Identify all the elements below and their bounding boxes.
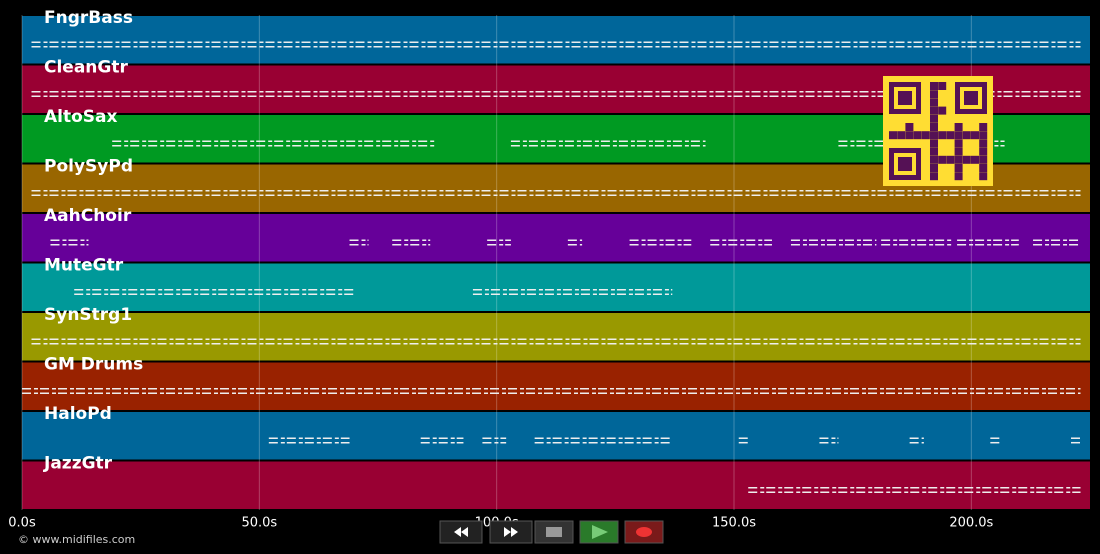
qr-module [971, 155, 979, 164]
qr-module [930, 172, 938, 181]
qr-module [979, 147, 988, 156]
track-name: MuteGtr [44, 256, 124, 276]
qr-module [930, 123, 938, 131]
qr-module [938, 155, 947, 164]
qr-module [930, 106, 938, 115]
qr-module [930, 164, 938, 172]
qr-module [938, 131, 947, 140]
track-name: GM Drums [44, 355, 143, 375]
qr-module [954, 164, 963, 172]
track-name: HaloPd [44, 404, 112, 424]
qr-module [930, 147, 938, 156]
qr-module [921, 131, 930, 140]
qr-module [954, 172, 963, 181]
track-name: PolySyPd [44, 157, 133, 177]
track-row [22, 362, 1090, 410]
transport-button[interactable] [439, 520, 483, 544]
qr-module [930, 82, 938, 90]
qr-module [954, 155, 963, 164]
x-tick-label: 50.0s [241, 516, 277, 531]
qr-module [930, 114, 938, 123]
qr-module [938, 106, 947, 115]
qr-module [946, 155, 955, 164]
qr-module [913, 131, 922, 140]
record-icon [636, 527, 652, 537]
transport-button[interactable] [579, 520, 619, 544]
qr-module [889, 131, 897, 140]
x-tick-label: 200.0s [949, 516, 993, 531]
track-row [22, 16, 1090, 64]
qr-module [930, 139, 938, 148]
play-icon [592, 525, 608, 539]
track-row [22, 461, 1090, 509]
qr-module [979, 123, 988, 131]
qr-module [905, 131, 914, 140]
track-name: AahChoir [44, 206, 132, 226]
qr-module [979, 139, 988, 148]
track-row [22, 214, 1090, 262]
qr-module [897, 131, 906, 140]
stop-icon [546, 527, 562, 537]
track-row [22, 263, 1090, 311]
qr-module [971, 131, 979, 140]
transport-button[interactable] [534, 520, 574, 544]
qr-module [905, 123, 914, 131]
qr-module [979, 155, 988, 164]
qr-module [979, 164, 988, 172]
track-name: SynStrg1 [44, 305, 132, 325]
x-tick-label: 0.0s [8, 516, 36, 531]
qr-finder [964, 91, 978, 105]
rewind-icon [454, 527, 468, 537]
track-row [22, 412, 1090, 460]
qr-module [954, 131, 963, 140]
track-row [22, 313, 1090, 361]
qr-module [962, 131, 971, 140]
qr-finder [898, 157, 912, 171]
qr-module [954, 147, 963, 156]
qr-module [930, 155, 938, 164]
track-name: JazzGtr [43, 454, 113, 474]
qr-module [954, 139, 963, 148]
qr-module [930, 90, 938, 99]
qr-module [979, 131, 988, 140]
qr-module [954, 123, 963, 131]
footer: © www.midifiles.com [18, 533, 135, 546]
qr-module [946, 131, 955, 140]
qr-module [979, 172, 988, 181]
qr-module [930, 98, 938, 107]
track-name: CleanGtr [44, 58, 128, 78]
qr-module [962, 155, 971, 164]
transport-button[interactable] [624, 520, 664, 544]
qr-module [930, 131, 938, 140]
forward-icon [504, 527, 518, 537]
qr-finder [898, 91, 912, 105]
track-name: AltoSax [44, 107, 118, 127]
x-tick-label: 150.0s [712, 516, 756, 531]
qr-module [938, 82, 947, 90]
transport-button[interactable] [489, 520, 533, 544]
track-name: FngrBass [44, 8, 133, 28]
